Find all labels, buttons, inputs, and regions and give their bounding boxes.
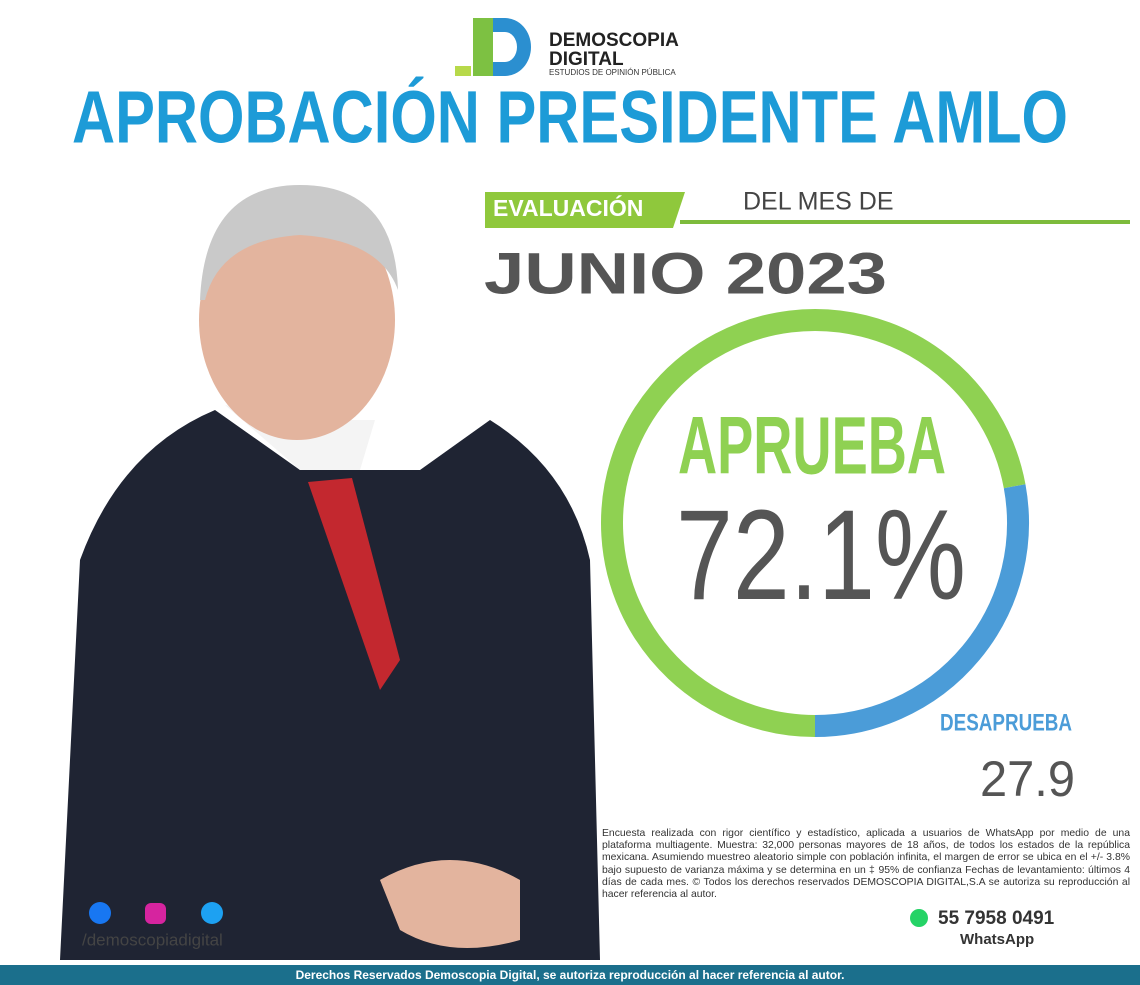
donut-segment <box>601 309 1026 737</box>
twitter-icon[interactable] <box>201 902 223 924</box>
footer-bar <box>0 965 1140 985</box>
whatsapp-label: WhatsApp <box>960 931 1034 948</box>
brand-name2: DIGITAL <box>549 49 624 70</box>
donut-segment <box>814 484 1029 737</box>
subtitle: DEL MES DE <box>743 188 894 216</box>
value-label: 27.9 <box>980 751 1075 807</box>
value-label: 72.1% <box>676 484 966 627</box>
facebook-icon[interactable] <box>89 902 111 924</box>
badge: EVALUACIÓN <box>493 194 643 221</box>
methodology-note: Encuesta realizada con rigor científico … <box>602 828 1130 901</box>
category-label: DESAPRUEBA <box>940 709 1072 736</box>
logo <box>455 18 531 76</box>
photo <box>60 185 600 960</box>
social-handle: /demoscopiadigital <box>82 930 223 949</box>
instagram-icon[interactable] <box>145 903 166 924</box>
category-label: APRUEBA <box>678 401 946 492</box>
badge-bg <box>485 192 685 228</box>
whatsapp-icon <box>910 909 928 927</box>
brand-name: DEMOSCOPIA <box>549 30 679 51</box>
period: JUNIO 2023 <box>484 241 887 306</box>
brand-tagline: ESTUDIOS DE OPINIÓN PÚBLICA <box>549 68 676 77</box>
footer: Derechos Reservados Demoscopia Digital, … <box>296 968 845 982</box>
phone: 55 7958 0491 <box>938 908 1055 929</box>
title: APROBACIÓN PRESIDENTE AMLO <box>72 76 1068 159</box>
